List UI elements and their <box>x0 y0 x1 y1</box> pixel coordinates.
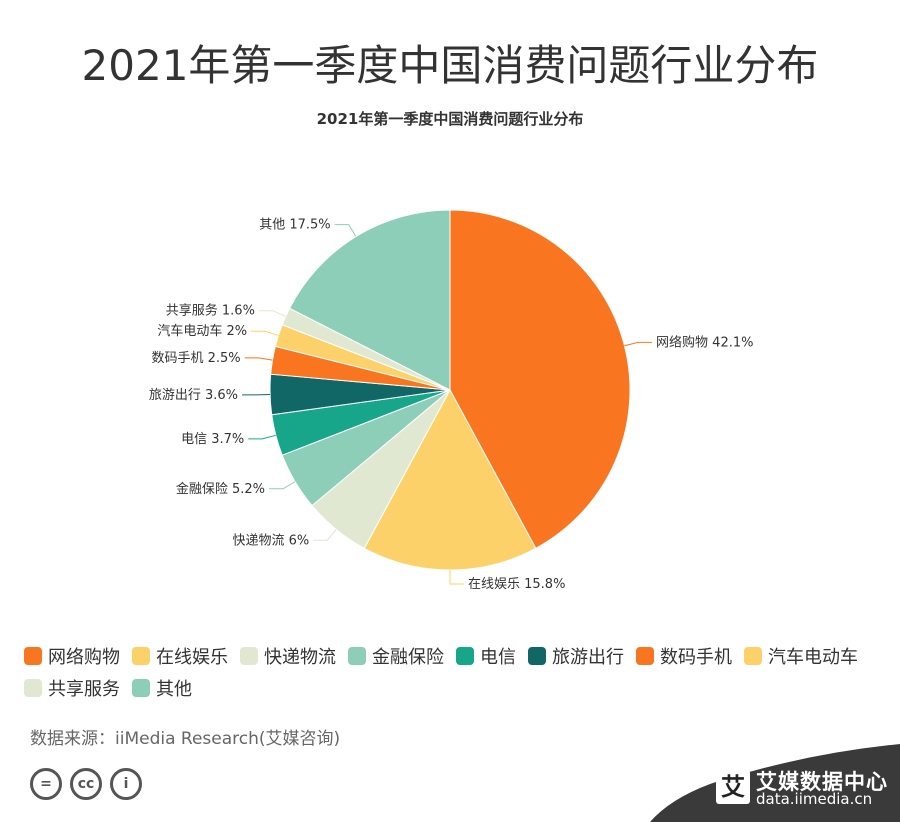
legend-item[interactable]: 汽车电动车 <box>744 644 858 668</box>
legend-label: 快递物流 <box>264 647 336 668</box>
legend-label: 共享服务 <box>48 679 120 700</box>
pie-leader-line <box>248 434 276 440</box>
brand-logo-icon: 艾 <box>716 770 750 804</box>
pie-data-label: 共享服务 1.6% <box>166 303 255 319</box>
brand-background <box>650 744 900 822</box>
pie-leader-line <box>334 224 357 237</box>
cc-nd-icon: = <box>30 768 62 800</box>
legend-item[interactable]: 共享服务 <box>24 676 120 700</box>
legend-label: 其他 <box>156 679 192 700</box>
legend-swatch <box>456 647 474 665</box>
legend-label: 电信 <box>480 647 516 668</box>
legend-swatch <box>132 679 150 697</box>
legend-item[interactable]: 数码手机 <box>636 644 732 668</box>
legend-label: 旅游出行 <box>552 647 624 668</box>
pie-data-label: 电信 3.7% <box>181 432 244 447</box>
pie-slice <box>449 209 631 549</box>
legend-item[interactable]: 在线娱乐 <box>132 644 228 668</box>
legend-swatch <box>348 647 366 665</box>
legend-label: 汽车电动车 <box>768 647 858 668</box>
chart-title: 2021年第一季度中国消费问题行业分布 <box>316 110 584 128</box>
pie-leader-line <box>313 529 337 541</box>
pie-chart: 网络购物 42.1% 在线娱乐 15.8% 快递物流 6% 金融保险 5.2% 电信 3… <box>149 209 753 592</box>
brand-name: 艾媒数据中心 <box>756 770 888 794</box>
legend-swatch <box>240 647 258 665</box>
chart-legend: 网络购物 在线娱乐 快递物流 金融保险 电信 旅游出行 数码手机 汽车电动车共享服务 其他 <box>24 644 894 700</box>
pie-data-label: 网络购物 42.1% <box>656 334 753 350</box>
legend-label: 数码手机 <box>660 647 732 668</box>
pie-data-label: 其他 17.5% <box>259 218 330 233</box>
legend-label: 网络购物 <box>48 647 120 668</box>
legend-swatch <box>636 647 654 665</box>
legend-item[interactable]: 旅游出行 <box>528 644 624 668</box>
legend-item[interactable]: 网络购物 <box>24 644 120 668</box>
pie-leader-line <box>269 481 296 490</box>
license-icons: = cc i <box>30 768 150 800</box>
cc-icon: cc <box>70 768 102 800</box>
pie-data-label: 旅游出行 3.6% <box>149 388 238 403</box>
cc-by-icon: i <box>110 768 142 800</box>
brand-url: data.iimedia.cn <box>756 790 873 808</box>
pie-data-label: 在线娱乐 15.8% <box>468 577 565 592</box>
legend-item[interactable]: 快递物流 <box>240 644 336 668</box>
legend-swatch <box>528 647 546 665</box>
pie-data-label: 快递物流 6% <box>233 533 310 548</box>
page-title: 2021年第一季度中国消费问题行业分布 <box>81 41 819 90</box>
pie-leader-line <box>624 341 653 347</box>
pie-data-label: 数码手机 2.5% <box>152 351 241 366</box>
legend-label: 在线娱乐 <box>156 647 228 668</box>
legend-swatch <box>132 647 150 665</box>
legend-swatch <box>24 679 42 697</box>
pie-data-label: 汽车电动车 2% <box>157 323 247 339</box>
legend-item[interactable]: 电信 <box>456 644 516 668</box>
pie-leader-line <box>244 357 273 361</box>
legend-swatch <box>744 647 762 665</box>
pie-data-label: 金融保险 5.2% <box>176 481 265 497</box>
data-source: 数据来源：iiMedia Research(艾媒咨询) <box>30 729 341 749</box>
pie-slice <box>288 209 451 391</box>
pie-leader-line <box>449 570 464 585</box>
legend-label: 金融保险 <box>372 647 444 668</box>
legend-item[interactable]: 其他 <box>132 676 192 700</box>
legend-item[interactable]: 金融保险 <box>348 644 444 668</box>
pie-leader-line <box>258 310 286 317</box>
pie-leader-line <box>251 330 279 336</box>
legend-swatch <box>24 647 42 665</box>
brand-banner <box>650 744 900 822</box>
